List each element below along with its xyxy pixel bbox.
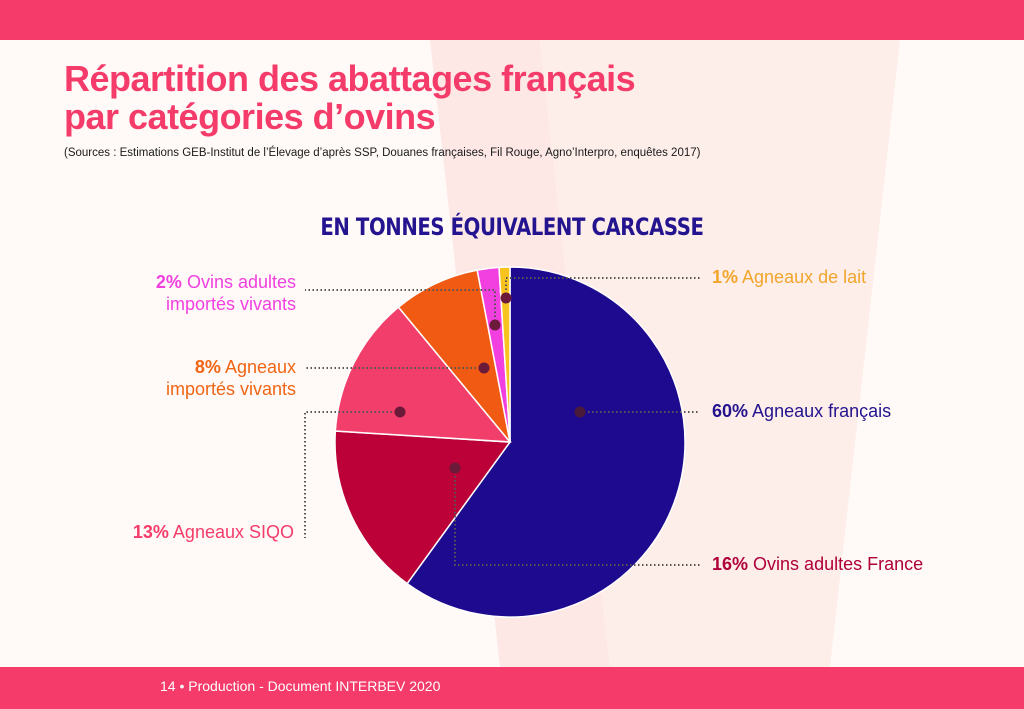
footer-text: 14 • Production - Document INTERBEV 2020 [160,678,441,694]
label-agneaux-importes: 8% Agneaux importés vivants [166,356,296,400]
label-agneaux-importes-text-1: Agneaux [224,357,296,377]
leader-dot-2 [449,462,461,474]
pie-slice-3 [334,306,512,443]
bottom-band [0,667,1024,709]
title-line-1: Répartition des abattages français [64,58,636,99]
label-agneaux-francais-text: Agneaux français [752,401,892,421]
pie-slice-1 [406,266,686,618]
label-agneaux-siqo: 13% Agneaux SIQO [133,521,294,543]
label-agneaux-siqo-pct: 13% [132,522,169,542]
pie-slice-6 [498,266,511,443]
label-ovins-adultes-france-pct: 16% [712,554,749,574]
label-ovins-importes-text-2: importés vivants [165,294,296,314]
label-agneaux-de-lait-pct: 1% [712,267,739,287]
label-ovins-adultes-france-text: Ovins adultes France [753,554,924,574]
label-ovins-importes-pct: 2% [155,272,182,292]
label-agneaux-francais: 60% Agneaux français [712,400,891,422]
title-line-2: par catégories d’ovins [64,96,436,137]
leader-dot-6 [500,292,512,304]
label-agneaux-francais-pct: 60% [712,401,749,421]
chart-subtitle: En tonnes équivalent carcasse [320,213,704,241]
label-ovins-importes: 2% Ovins adultes importés vivants [156,271,296,315]
top-band [0,0,1024,40]
sources-note: (Sources : Estimations GEB-Institut de l… [64,147,701,159]
leader-dot-4 [478,362,490,374]
page-title: Répartition des abattages français par c… [64,58,636,137]
leader-dot-3 [394,406,406,418]
label-ovins-importes-text-1: Ovins adultes [186,272,296,292]
label-agneaux-siqo-text: Agneaux SIQO [172,522,294,542]
pie-slice-2 [334,430,512,585]
label-agneaux-importes-text-2: importés vivants [165,379,296,399]
label-agneaux-importes-pct: 8% [194,357,221,377]
leader-dot-5 [489,319,501,331]
leader-line-6 [505,277,700,298]
label-ovins-adultes-france: 16% Ovins adultes France [712,553,923,575]
label-agneaux-de-lait: 1% Agneaux de lait [712,266,866,288]
leader-line-2 [454,468,700,566]
leader-dot-1 [574,406,586,418]
label-agneaux-de-lait-text: Agneaux de lait [742,267,867,287]
